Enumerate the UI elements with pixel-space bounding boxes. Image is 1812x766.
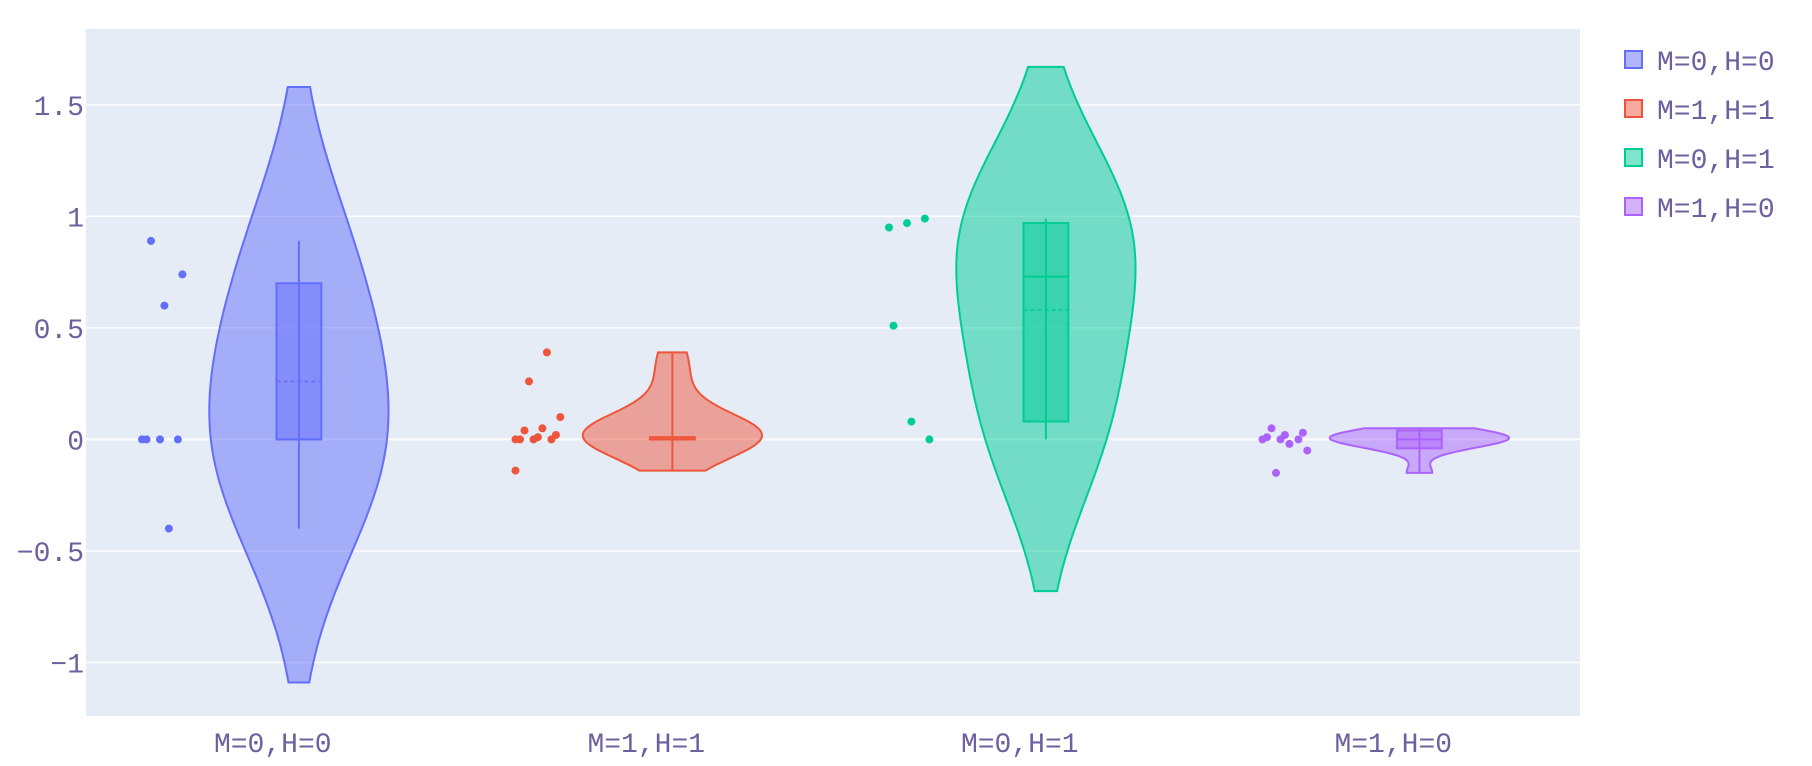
y-tick-labels: −1 −0.5 0 0.5 1 1.5	[17, 93, 84, 682]
data-point	[516, 435, 524, 444]
data-point	[889, 321, 898, 330]
legend-swatch	[1624, 99, 1643, 118]
x-tick-label: M=0,H=0	[214, 730, 332, 761]
data-point	[520, 426, 529, 435]
legend-swatch	[1624, 197, 1643, 216]
legend-swatch	[1624, 50, 1643, 69]
data-point	[907, 417, 916, 426]
x-tick-label: M=1,H=0	[1334, 730, 1452, 761]
y-tick-label: 0.5	[34, 316, 84, 347]
data-point	[551, 431, 560, 439]
box-iqr	[1022, 222, 1070, 423]
data-point	[160, 301, 169, 310]
data-point	[556, 413, 565, 422]
violin-M=1,H=0[interactable]	[1258, 424, 1510, 477]
legend-item[interactable]: M=1,H=0	[1624, 195, 1775, 226]
y-tick-label: 1.5	[34, 93, 84, 124]
y-tick-label: 0	[67, 427, 84, 458]
box-iqr	[275, 282, 323, 441]
data-point	[920, 214, 929, 223]
legend-item[interactable]: M=0,H=0	[1624, 48, 1775, 79]
y-tick-label: −0.5	[17, 539, 84, 570]
violin-M=0,H=1[interactable]	[885, 65, 1137, 593]
violin-traces	[138, 65, 1510, 684]
data-point	[178, 270, 187, 279]
data-point	[1303, 446, 1312, 455]
data-point	[1298, 428, 1307, 437]
data-point	[164, 524, 173, 533]
data-point	[903, 219, 911, 228]
data-point	[925, 435, 934, 444]
data-point	[142, 435, 151, 444]
data-point	[147, 236, 155, 245]
data-point	[885, 223, 893, 232]
y-tick-label: −1	[50, 650, 84, 681]
data-point	[511, 466, 520, 475]
data-point	[1272, 468, 1280, 477]
data-point	[538, 424, 547, 433]
data-point	[173, 435, 182, 444]
y-tick-label: 1	[67, 204, 84, 235]
violin-M=1,H=1[interactable]	[511, 348, 764, 475]
legend-label: M=1,H=1	[1657, 97, 1775, 128]
data-point	[1263, 433, 1271, 442]
legend[interactable]: M=0,H=0 M=1,H=1 M=0,H=1 M=1,H=0	[1624, 48, 1775, 226]
x-tick-label: M=1,H=1	[587, 730, 705, 761]
data-point	[533, 433, 542, 442]
violin-M=0,H=0[interactable]	[138, 86, 390, 684]
data-point	[525, 377, 533, 386]
legend-swatch	[1624, 148, 1643, 167]
data-point	[542, 348, 551, 357]
legend-item[interactable]: M=0,H=1	[1624, 146, 1775, 177]
x-tick-labels: M=0,H=0 M=1,H=1 M=0,H=1 M=1,H=0	[214, 730, 1452, 761]
data-point	[1280, 431, 1289, 439]
legend-item[interactable]: M=1,H=1	[1624, 97, 1775, 128]
data-point	[156, 435, 164, 444]
legend-label: M=1,H=0	[1657, 195, 1775, 226]
data-point	[1285, 439, 1294, 448]
x-tick-label: M=0,H=1	[961, 730, 1079, 761]
data-point	[1267, 424, 1276, 433]
legend-label: M=0,H=0	[1657, 48, 1775, 79]
legend-label: M=0,H=1	[1657, 146, 1775, 177]
data-point	[1294, 435, 1303, 444]
